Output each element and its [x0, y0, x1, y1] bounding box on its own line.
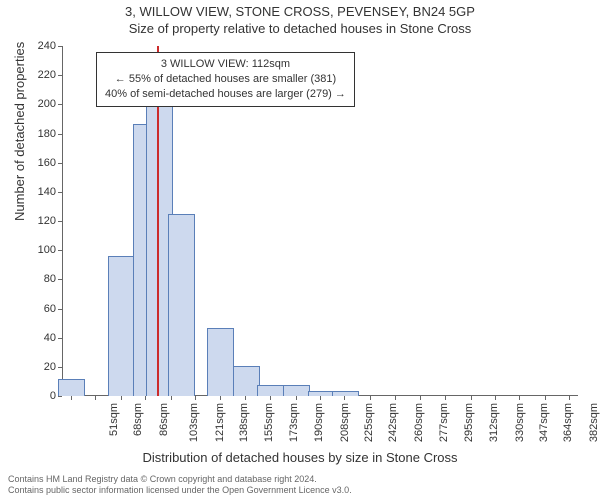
y-tick-label: 80 — [44, 273, 62, 285]
footer-line1: Contains HM Land Registry data © Crown c… — [8, 474, 352, 485]
y-tick-label: 160 — [38, 157, 62, 169]
x-tick-label: 68sqm — [132, 403, 144, 436]
x-tick-mark — [245, 396, 246, 400]
x-tick-label: 347sqm — [538, 403, 550, 442]
x-tick-mark — [296, 396, 297, 400]
plot-area: 02040608010012014016018020022024051sqm68… — [62, 46, 578, 396]
x-tick-label: 225sqm — [363, 403, 375, 442]
histogram-bar — [283, 385, 310, 396]
x-tick-mark — [569, 396, 570, 400]
x-tick-mark — [495, 396, 496, 400]
x-tick-mark — [270, 396, 271, 400]
histogram-bar — [308, 391, 335, 396]
x-tick-mark — [320, 396, 321, 400]
x-tick-label: 190sqm — [313, 403, 325, 442]
histogram-bar — [58, 379, 85, 396]
histogram-bar — [257, 385, 284, 396]
x-tick-label: 173sqm — [289, 403, 301, 442]
x-tick-label: 277sqm — [438, 403, 450, 442]
x-tick-label: 382sqm — [588, 403, 600, 442]
x-tick-label: 138sqm — [238, 403, 250, 442]
histogram-bar — [332, 391, 359, 396]
x-tick-label: 103sqm — [188, 403, 200, 442]
chart-title-line2: Size of property relative to detached ho… — [0, 21, 600, 36]
x-tick-label: 295sqm — [463, 403, 475, 442]
chart-container: 3, WILLOW VIEW, STONE CROSS, PEVENSEY, B… — [0, 0, 600, 500]
histogram-bar — [108, 256, 135, 396]
x-tick-mark — [471, 396, 472, 400]
x-tick-mark — [145, 396, 146, 400]
chart-title-block: 3, WILLOW VIEW, STONE CROSS, PEVENSEY, B… — [0, 4, 600, 36]
x-tick-mark — [220, 396, 221, 400]
x-tick-mark — [420, 396, 421, 400]
chart-title-line1: 3, WILLOW VIEW, STONE CROSS, PEVENSEY, B… — [0, 4, 600, 19]
annotation-line: 3 WILLOW VIEW: 112sqm — [105, 57, 346, 72]
annotation-line: ← 55% of detached houses are smaller (38… — [105, 72, 346, 87]
y-tick-label: 140 — [38, 186, 62, 198]
x-tick-label: 208sqm — [339, 403, 351, 442]
x-tick-mark — [545, 396, 546, 400]
x-tick-label: 242sqm — [388, 403, 400, 442]
y-axis-label: Number of detached properties — [12, 42, 27, 221]
x-tick-mark — [71, 396, 72, 400]
y-tick-label: 20 — [44, 361, 62, 373]
y-tick-label: 180 — [38, 128, 62, 140]
y-tick-label: 220 — [38, 69, 62, 81]
x-tick-label: 260sqm — [413, 403, 425, 442]
y-tick-label: 200 — [38, 98, 62, 110]
x-tick-mark — [171, 396, 172, 400]
y-tick-label: 60 — [44, 303, 62, 315]
annotation-line: 40% of semi-detached houses are larger (… — [105, 87, 346, 102]
y-tick-label: 40 — [44, 332, 62, 344]
footer-line2: Contains public sector information licen… — [8, 485, 352, 496]
y-tick-label: 120 — [38, 215, 62, 227]
x-tick-label: 364sqm — [562, 403, 574, 442]
x-tick-mark — [519, 396, 520, 400]
x-tick-mark — [344, 396, 345, 400]
histogram-bar — [233, 366, 260, 396]
x-axis-label: Distribution of detached houses by size … — [0, 450, 600, 465]
x-tick-label: 51sqm — [108, 403, 120, 436]
y-tick-label: 240 — [38, 40, 62, 52]
x-tick-label: 155sqm — [263, 403, 275, 442]
x-tick-mark — [370, 396, 371, 400]
y-tick-label: 100 — [38, 244, 62, 256]
x-tick-label: 330sqm — [514, 403, 526, 442]
x-tick-mark — [395, 396, 396, 400]
x-tick-mark — [195, 396, 196, 400]
annotation-box: 3 WILLOW VIEW: 112sqm← 55% of detached h… — [96, 52, 355, 107]
histogram-bar — [168, 214, 195, 396]
x-tick-mark — [121, 396, 122, 400]
footer-attribution: Contains HM Land Registry data © Crown c… — [8, 474, 352, 497]
y-axis-line — [62, 46, 63, 396]
x-tick-mark — [95, 396, 96, 400]
x-tick-label: 312sqm — [488, 403, 500, 442]
x-tick-mark — [445, 396, 446, 400]
x-tick-label: 86sqm — [158, 403, 170, 436]
histogram-bar — [207, 328, 234, 396]
x-tick-label: 121sqm — [214, 403, 226, 442]
